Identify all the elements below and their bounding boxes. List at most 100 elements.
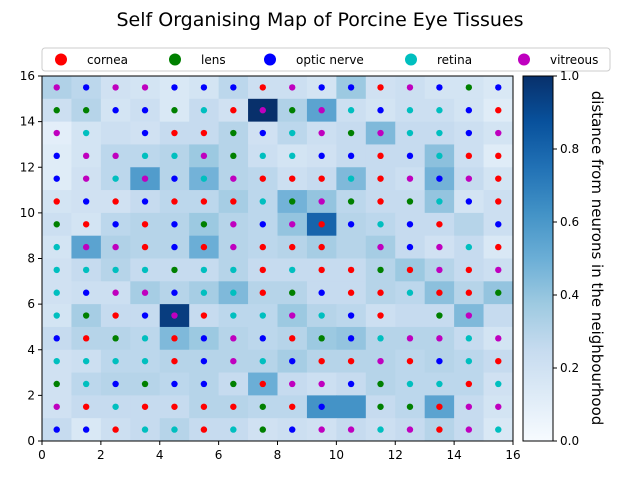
legend-marker-lens xyxy=(169,53,181,66)
marker-vitreous xyxy=(406,335,414,342)
heatmap-cells xyxy=(42,76,514,442)
marker-retina xyxy=(53,289,60,296)
marker-optic-nerve xyxy=(406,221,414,228)
marker-vitreous xyxy=(465,175,473,182)
marker-lens xyxy=(53,107,60,114)
marker-lens xyxy=(495,289,502,296)
marker-optic-nerve xyxy=(53,426,60,433)
y-tick-label: 16 xyxy=(20,69,35,83)
marker-vitreous xyxy=(495,129,502,137)
marker-retina xyxy=(436,380,443,388)
marker-optic-nerve xyxy=(465,129,473,137)
marker-retina xyxy=(53,312,60,319)
marker-cornea xyxy=(141,403,149,410)
marker-cornea xyxy=(465,289,473,296)
marker-vitreous xyxy=(406,84,414,91)
marker-vitreous xyxy=(436,243,443,251)
marker-retina xyxy=(465,357,473,365)
marker-optic-nerve xyxy=(112,107,119,114)
marker-cornea xyxy=(112,198,119,205)
marker-vitreous xyxy=(112,152,119,160)
legend-label: retina xyxy=(437,53,472,67)
marker-optic-nerve xyxy=(171,243,178,251)
marker-cornea xyxy=(495,357,502,365)
marker-optic-nerve xyxy=(495,84,502,91)
marker-cornea xyxy=(141,221,149,228)
marker-cornea xyxy=(289,335,296,342)
marker-vitreous xyxy=(82,152,90,160)
marker-cornea xyxy=(318,266,325,274)
marker-vitreous xyxy=(318,198,325,205)
marker-cornea xyxy=(436,289,443,296)
marker-cornea xyxy=(406,357,414,365)
heatmap-cell xyxy=(395,304,426,328)
marker-vitreous xyxy=(53,84,60,91)
marker-lens xyxy=(230,380,237,388)
marker-optic-nerve xyxy=(259,129,266,137)
marker-cornea xyxy=(465,152,473,160)
marker-optic-nerve xyxy=(347,312,355,319)
marker-optic-nerve xyxy=(141,129,149,137)
marker-vitreous xyxy=(82,243,90,251)
marker-retina xyxy=(171,426,178,433)
marker-retina xyxy=(141,335,149,342)
marker-vitreous xyxy=(289,221,296,228)
marker-retina xyxy=(406,289,414,296)
x-tick-label: 10 xyxy=(329,448,344,462)
marker-retina xyxy=(465,243,473,251)
x-tick-label: 12 xyxy=(388,448,403,462)
legend-label: cornea xyxy=(87,53,128,67)
marker-cornea xyxy=(171,335,178,342)
marker-cornea xyxy=(82,403,90,410)
marker-cornea xyxy=(289,403,296,410)
marker-retina xyxy=(112,403,119,410)
marker-retina xyxy=(436,152,443,160)
marker-cornea xyxy=(230,403,237,410)
marker-optic-nerve xyxy=(406,152,414,160)
x-tick-label: 16 xyxy=(505,448,520,462)
marker-cornea xyxy=(465,380,473,388)
marker-optic-nerve xyxy=(82,84,90,91)
marker-optic-nerve xyxy=(171,289,178,296)
marker-optic-nerve xyxy=(53,175,60,182)
colorbar xyxy=(522,75,554,442)
marker-optic-nerve xyxy=(200,357,208,365)
marker-retina xyxy=(230,289,237,296)
colorbar-tick-label: 0.8 xyxy=(560,142,579,156)
marker-optic-nerve xyxy=(347,84,355,91)
legend-frame xyxy=(41,47,611,72)
marker-cornea xyxy=(200,243,208,251)
marker-optic-nerve xyxy=(377,107,384,114)
marker-cornea xyxy=(377,175,384,182)
marker-cornea xyxy=(495,175,502,182)
marker-vitreous xyxy=(465,403,473,410)
marker-optic-nerve xyxy=(230,84,237,91)
marker-cornea xyxy=(200,129,208,137)
marker-retina xyxy=(259,357,266,365)
marker-retina xyxy=(289,266,296,274)
y-axis: 0 2 4 6 8 10 12 14 16 xyxy=(20,69,42,448)
marker-vitreous xyxy=(112,243,119,251)
marker-lens xyxy=(318,335,325,342)
marker-cornea xyxy=(436,403,443,410)
x-tick-label: 6 xyxy=(215,448,223,462)
marker-optic-nerve xyxy=(318,152,325,160)
heatmap-cell xyxy=(100,121,131,145)
marker-cornea xyxy=(200,312,208,319)
legend-label: lens xyxy=(201,53,226,67)
marker-retina xyxy=(259,152,266,160)
marker-lens xyxy=(53,380,60,388)
heatmap-cell xyxy=(483,304,514,328)
marker-optic-nerve xyxy=(289,426,296,433)
marker-vitreous xyxy=(230,357,237,365)
marker-cornea xyxy=(495,243,502,251)
marker-vitreous xyxy=(230,335,237,342)
marker-lens xyxy=(377,380,384,388)
marker-optic-nerve xyxy=(112,221,119,228)
marker-retina xyxy=(406,107,414,114)
marker-optic-nerve xyxy=(53,335,60,342)
marker-cornea xyxy=(200,198,208,205)
marker-optic-nerve xyxy=(318,403,325,410)
x-tick-label: 4 xyxy=(156,448,164,462)
marker-cornea xyxy=(259,243,266,251)
